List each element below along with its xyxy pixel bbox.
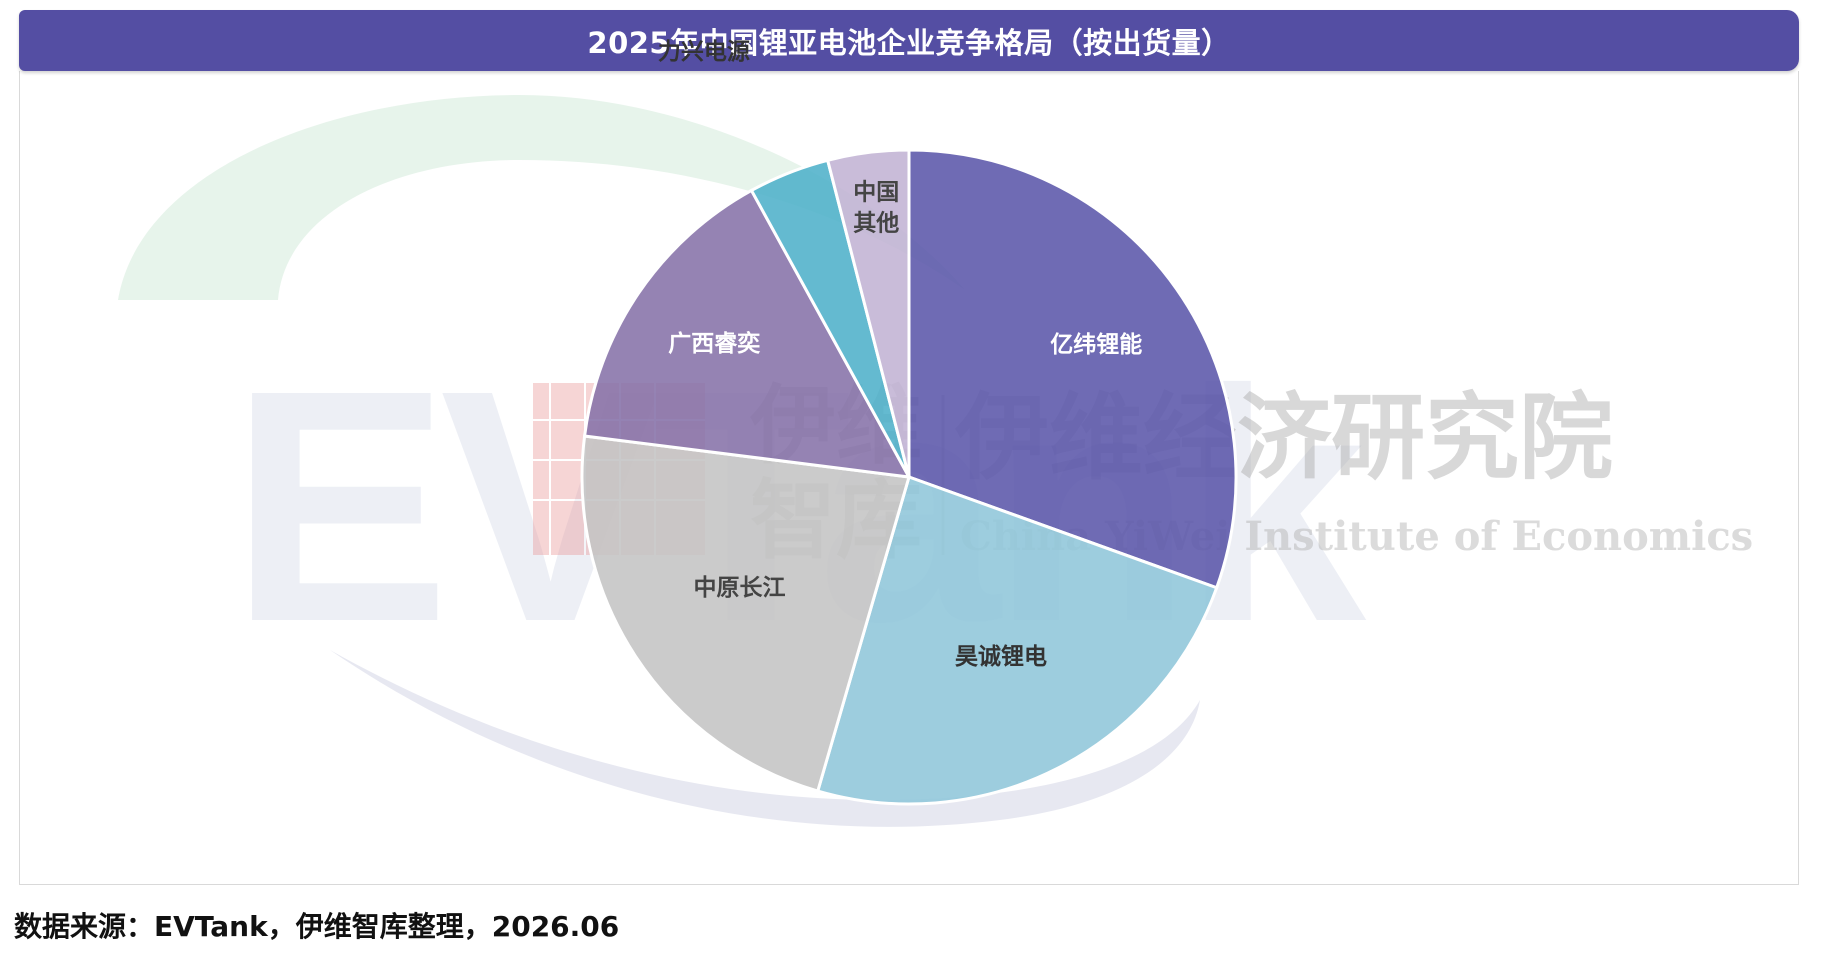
pie-slice: [907, 148, 1238, 590]
pie-slice-label: 亿纬锂能: [1050, 331, 1142, 358]
source-note: 数据来源：EVTank，伊维智库整理，2026.06: [14, 910, 620, 943]
chart-title: 2025年中国锂亚电池企业竞争格局（按出货量）: [587, 25, 1231, 60]
pie-slice-label: 昊诚锂电: [955, 644, 1047, 670]
watermark-grey-swoosh: [330, 650, 1200, 827]
pie-slice: [582, 188, 912, 479]
pie-slice-label: 广西睿奕: [668, 330, 760, 357]
pie-slice: [825, 148, 911, 478]
title-bar: 2025年中国锂亚电池企业竞争格局（按出货量）: [19, 10, 1799, 71]
pie-slice-label: 中原长江: [694, 575, 786, 601]
pie-slice: [815, 475, 1219, 806]
pie-slice-label: 中国其他: [853, 180, 899, 237]
pie-slices: [580, 148, 1238, 806]
watermark-green-swoosh: [118, 95, 965, 300]
pie-slice-label: 力兴电源: [658, 39, 750, 65]
pie-slice: [580, 434, 911, 793]
